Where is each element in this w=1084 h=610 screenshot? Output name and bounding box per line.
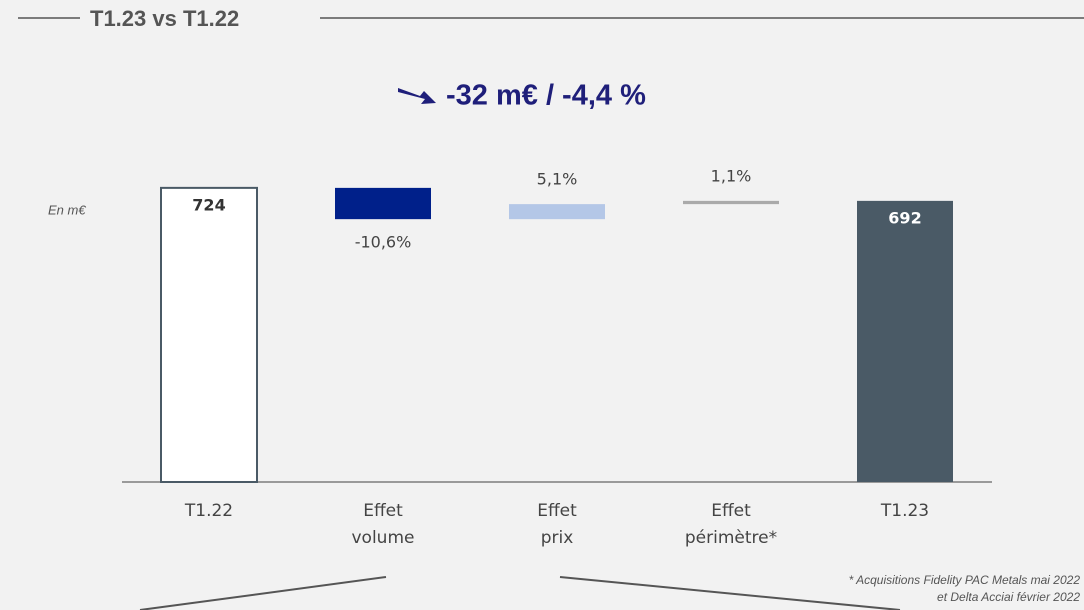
down-arrow-icon bbox=[398, 88, 436, 104]
x-tick-label: T1.22 bbox=[184, 501, 234, 521]
bar bbox=[335, 187, 431, 220]
headline: -32 m€ / -4,4 % bbox=[446, 80, 646, 112]
footnote: et Delta Acciai février 2022 bbox=[937, 590, 1080, 604]
x-tick-label: Effet prix bbox=[537, 501, 577, 548]
section-title: T1.23 vs T1.22 bbox=[90, 6, 239, 31]
change-label: 5,1% bbox=[537, 170, 578, 189]
x-tick-label: Effet volume bbox=[351, 501, 415, 548]
value-label: 724 bbox=[192, 195, 225, 214]
unit-label: En m€ bbox=[48, 202, 86, 217]
change-label: -10,6% bbox=[355, 233, 412, 252]
x-tick-label: T1.23 bbox=[880, 501, 930, 521]
bar bbox=[857, 200, 953, 482]
x-tick-label: Effet périmètre* bbox=[684, 501, 778, 548]
callout-line bbox=[139, 576, 387, 610]
change-label: 1,1% bbox=[711, 166, 752, 185]
value-label: 692 bbox=[888, 208, 921, 227]
bar bbox=[509, 204, 605, 220]
footnote: * Acquisitions Fidelity PAC Metals mai 2… bbox=[849, 573, 1081, 587]
bar bbox=[160, 186, 258, 483]
callout-line bbox=[559, 576, 901, 610]
bar bbox=[683, 200, 779, 205]
